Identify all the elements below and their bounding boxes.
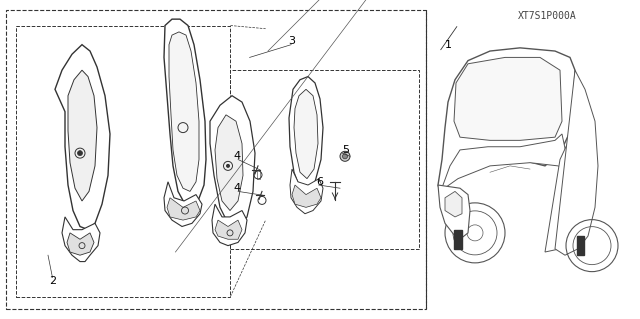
Polygon shape — [164, 19, 206, 207]
Circle shape — [77, 151, 83, 156]
Polygon shape — [68, 70, 97, 201]
Text: 3: 3 — [288, 36, 294, 47]
Circle shape — [342, 154, 348, 159]
Circle shape — [226, 164, 230, 168]
Bar — [6, 10, 426, 309]
Polygon shape — [167, 198, 200, 220]
Polygon shape — [62, 217, 100, 262]
Polygon shape — [290, 169, 323, 214]
Bar — [16, 26, 230, 297]
Circle shape — [340, 151, 350, 161]
Polygon shape — [67, 233, 94, 255]
Polygon shape — [577, 236, 584, 255]
Text: XT7S1P000A: XT7S1P000A — [518, 11, 577, 21]
Polygon shape — [210, 96, 255, 230]
Text: 4: 4 — [233, 183, 241, 193]
Polygon shape — [454, 230, 462, 249]
Text: 5: 5 — [342, 145, 349, 155]
Polygon shape — [164, 182, 202, 226]
Text: 2: 2 — [49, 276, 56, 286]
Polygon shape — [454, 57, 562, 140]
Text: 1: 1 — [445, 40, 452, 50]
Polygon shape — [438, 48, 575, 191]
Polygon shape — [55, 45, 110, 230]
Polygon shape — [445, 191, 462, 217]
Polygon shape — [294, 89, 318, 179]
Polygon shape — [289, 77, 323, 191]
Text: 6: 6 — [317, 177, 323, 187]
Polygon shape — [215, 220, 242, 239]
Polygon shape — [440, 134, 570, 191]
Polygon shape — [215, 115, 243, 211]
Polygon shape — [212, 204, 247, 246]
Polygon shape — [438, 185, 470, 239]
Text: 4: 4 — [233, 151, 241, 161]
Polygon shape — [169, 32, 199, 191]
Polygon shape — [555, 70, 598, 255]
Polygon shape — [545, 112, 582, 252]
Bar — [230, 70, 419, 249]
Polygon shape — [292, 185, 321, 207]
